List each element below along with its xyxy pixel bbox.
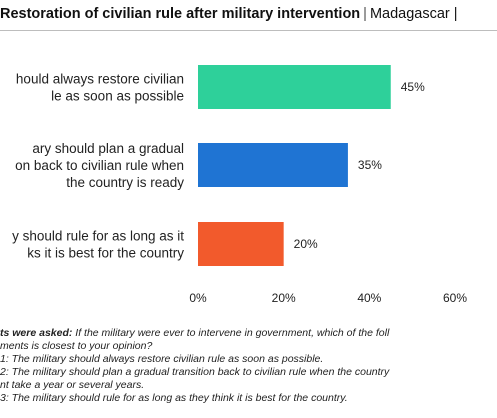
statement-2-continued: nt take a year or several years. [0, 379, 145, 391]
category-label-2-line-1: ary should plan a gradual [32, 141, 184, 156]
chart-title-main: Restoration of civilian rule after milit… [0, 6, 361, 22]
bar-value-label-1: 45% [401, 80, 425, 94]
category-label-1-line-2: le as soon as possible [51, 89, 184, 104]
chart-title-country: Madagascar | [369, 6, 458, 22]
survey-notes: ts were asked: If the military were ever… [0, 327, 497, 405]
bar-chart: 45% hould always restore civilian le as so… [12, 65, 467, 305]
category-label-1-line-1: hould always restore civilian [16, 72, 184, 87]
category-label-2-line-3: the country is ready [66, 175, 184, 190]
statement-1: 1: The military should always restore ci… [0, 353, 324, 365]
bar-value-label-2: 35% [358, 158, 382, 172]
x-tick-label-2: 20% [272, 291, 296, 305]
question-line: ts were asked: If the military were ever… [0, 327, 497, 340]
x-tick-label-4: 60% [443, 291, 467, 305]
bar-value-label-3: 20% [294, 237, 318, 251]
statement-3: 3: The military should rule for as long … [0, 392, 348, 404]
chart-title: Restoration of civilian rule after milit… [0, 6, 458, 22]
title-separator: | [363, 6, 367, 22]
category-label-3-line-1: y should rule for as long as it [12, 229, 184, 244]
x-tick-label-3: 40% [357, 291, 381, 305]
question-lead: ts were asked: [0, 327, 73, 339]
statement-2: 2: The military should plan a gradual tr… [0, 366, 390, 378]
question-line-2: ments is closest to your opinion? [0, 340, 153, 352]
bar-3 [198, 222, 284, 266]
x-tick-label-1: 0% [189, 291, 207, 305]
question-text: If the military were ever to intervene i… [72, 327, 390, 339]
category-label-3-line-2: ks it is best for the country [27, 246, 184, 261]
bar-1 [198, 65, 391, 109]
bar-2 [198, 143, 348, 187]
title-divider [0, 30, 497, 31]
category-label-2-line-2: on back to civilian rule when [15, 158, 184, 173]
